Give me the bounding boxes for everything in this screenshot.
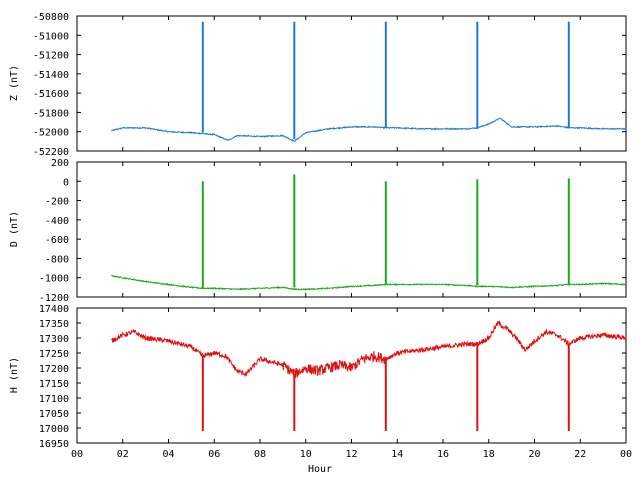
z-y-tick-label: -52200	[33, 147, 69, 158]
x-tick-label: 16	[437, 449, 449, 460]
x-tick-label: 00	[620, 449, 632, 460]
z-y-tick-label: -51000	[33, 31, 69, 42]
d-y-tick-label: -600	[45, 235, 69, 246]
h-component-panel: 17400 17350 17300 17250 17200 17150 17100 17050…	[9, 304, 632, 460]
d-y-tick-label: 200	[51, 158, 69, 169]
x-tick-label: 06	[208, 449, 220, 460]
z-series	[111, 21, 627, 142]
d-plot-frame	[76, 161, 627, 298]
x-tick-label: 02	[117, 449, 129, 460]
h-series-line	[111, 320, 627, 379]
x-tick-label: 18	[483, 449, 495, 460]
d-series	[111, 174, 627, 291]
x-tick-label: 14	[391, 449, 403, 460]
h-y-tick-label: 17400	[39, 304, 69, 315]
h-y-tick-label: 16950	[39, 439, 69, 450]
x-axis-label: Hour	[308, 464, 332, 475]
h-y-axis-label: H (nT)	[9, 357, 20, 393]
z-y-tick-label: -52000	[33, 128, 69, 139]
z-y-tick-label: -50800	[33, 12, 69, 23]
z-y-tick-label: -51600	[33, 89, 69, 100]
d-y-tick-label: -1200	[39, 293, 69, 304]
z-y-tick-label: -51800	[33, 108, 69, 119]
x-tick-label: 20	[528, 449, 540, 460]
h-x-axis-ticks: 00 02 04 06 08 10 12 14 16 18 20 22 00	[71, 308, 632, 460]
d-component-panel: 200 0 -200 -400 -600 -800 -1000 -1200 D (nT)	[9, 158, 627, 304]
z-series-line	[111, 117, 627, 142]
h-y-tick-label: 17050	[39, 409, 69, 420]
h-plot-frame	[76, 307, 627, 444]
d-y-axis-label: D (nT)	[9, 211, 20, 247]
d-y-axis-ticks: 200 0 -200 -400 -600 -800 -1000 -1200	[39, 158, 626, 304]
d-y-tick-label: 0	[63, 177, 69, 188]
h-y-tick-label: 17200	[39, 364, 69, 375]
d-y-tick-label: -800	[45, 254, 69, 265]
h-y-tick-label: 17250	[39, 349, 69, 360]
h-y-tick-label: 17300	[39, 334, 69, 345]
x-tick-label: 12	[345, 449, 357, 460]
z-component-panel: -50800 -51000 -51200 -51400 -51600 -51800 -520…	[9, 12, 627, 158]
d-y-tick-label: -200	[45, 197, 69, 208]
z-x-axis-ticks	[76, 16, 627, 151]
x-tick-label: 08	[254, 449, 266, 460]
x-tick-label: 10	[300, 449, 312, 460]
d-x-axis-ticks	[76, 162, 627, 297]
h-y-tick-label: 17150	[39, 379, 69, 390]
z-y-axis-label: Z (nT)	[9, 65, 20, 101]
d-series-line	[111, 274, 627, 291]
h-series	[111, 320, 627, 431]
z-y-axis-ticks: -50800 -51000 -51200 -51400 -51600 -51800 -520…	[33, 12, 626, 158]
d-y-tick-label: -400	[45, 216, 69, 227]
x-tick-label: 04	[162, 449, 174, 460]
z-y-tick-label: -51200	[33, 51, 69, 62]
h-y-tick-label: 17100	[39, 394, 69, 405]
x-tick-label: 00	[71, 449, 83, 460]
h-y-tick-label: 17000	[39, 424, 69, 435]
d-y-tick-label: -1000	[39, 274, 69, 285]
h-y-axis-ticks: 17400 17350 17300 17250 17200 17150 17100 17050…	[39, 304, 626, 450]
h-y-tick-label: 17350	[39, 319, 69, 330]
x-tick-label: 22	[574, 449, 586, 460]
z-y-tick-label: -51400	[33, 70, 69, 81]
